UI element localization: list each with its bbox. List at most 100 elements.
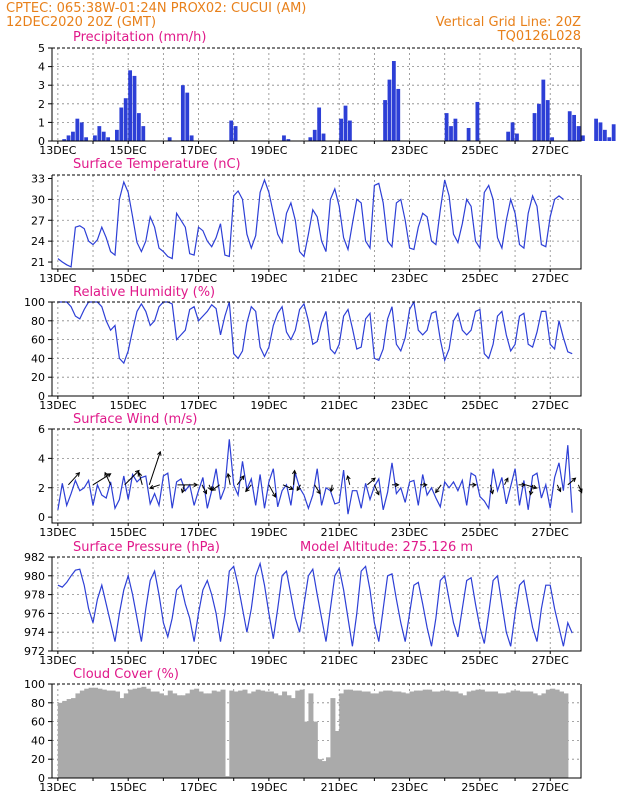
cloud-bar xyxy=(304,721,310,778)
precipitation-bar xyxy=(308,137,313,141)
precipitation-bar xyxy=(132,75,137,141)
wind-xtick-label: 13DEC xyxy=(39,526,76,539)
wind-xtick-label: 15DEC xyxy=(110,526,147,539)
cloud-bar xyxy=(163,695,169,778)
precipitation-ytick-label: 5 xyxy=(38,42,45,55)
cloud-bar xyxy=(545,689,551,778)
precipitation-bar xyxy=(185,92,190,141)
temperature-xtick-label: 27DEC xyxy=(532,272,569,285)
cloud-bar xyxy=(246,693,252,778)
precipitation-bar xyxy=(576,126,581,141)
wind-panel: 0 2 4 6 13DEC 15DEC 17DEC 19DEC 21DEC 23DEC 25DEC 2… xyxy=(38,423,583,539)
cloud-bar xyxy=(101,689,107,778)
humidity-ytick-label: 40 xyxy=(31,352,45,365)
precipitation-bar xyxy=(84,137,89,141)
humidity-xtick-label: 25DEC xyxy=(461,399,498,412)
precipitation-bar xyxy=(581,135,585,141)
cloud-ytick-label: 20 xyxy=(31,753,45,766)
pressure-ytick-label: 982 xyxy=(24,551,45,564)
cloud-bar xyxy=(383,690,389,778)
wind-vector-arrow xyxy=(314,484,321,495)
humidity-xtick-label: 17DEC xyxy=(180,399,217,412)
cloud-bar xyxy=(563,693,569,778)
cloud-bar xyxy=(497,693,503,778)
humidity-title: Relative Humidity (%) xyxy=(73,285,215,300)
pressure-xtick-label: 27DEC xyxy=(532,654,569,667)
precipitation-bar xyxy=(567,111,572,141)
cloud-bar xyxy=(343,689,349,778)
cloud-bar xyxy=(233,691,239,778)
cloud-bar xyxy=(79,690,85,778)
cloud-bar xyxy=(172,693,178,778)
wind-ytick-label: 2 xyxy=(38,482,45,495)
cloud-bar xyxy=(282,691,288,778)
wind-vector-arrow xyxy=(226,472,231,485)
cloud-bar xyxy=(57,702,63,778)
cloud-bar xyxy=(431,691,437,778)
precipitation-ytick-label: 2 xyxy=(38,98,45,111)
cloud-bar xyxy=(387,690,393,778)
precipitation-bar xyxy=(506,131,511,141)
cloud-bar xyxy=(268,691,274,778)
cloud-bar xyxy=(194,688,200,778)
wind-vector-arrow xyxy=(391,482,400,488)
wind-xtick-label: 27DEC xyxy=(532,526,569,539)
wind-ytick-label: 0 xyxy=(38,511,45,524)
pressure-ytick-label: 972 xyxy=(24,645,45,658)
precipitation-bar xyxy=(75,118,80,141)
wind-xtick-label: 23DEC xyxy=(391,526,428,539)
precipitation-bar xyxy=(537,103,541,141)
precipitation-ytick-label: 4 xyxy=(38,61,45,74)
pressure-ytick-label: 980 xyxy=(24,570,45,583)
cloud-title: Cloud Cover (%) xyxy=(73,667,179,682)
pressure-xtick-label: 17DEC xyxy=(180,654,217,667)
precipitation-bar xyxy=(475,101,480,141)
cloud-bar xyxy=(409,691,415,778)
cloud-bar xyxy=(326,757,332,778)
cloud-bar xyxy=(207,693,213,778)
cloud-bar xyxy=(141,686,147,778)
pressure-xtick-label: 23DEC xyxy=(391,654,428,667)
cloud-bar xyxy=(523,691,529,778)
precipitation-bar xyxy=(602,129,607,141)
cloud-bar xyxy=(273,693,279,778)
header-run-time: 12DEC2020 20Z (GMT) xyxy=(6,15,156,30)
precipitation-xtick-label: 25DEC xyxy=(461,144,498,157)
cloud-bar xyxy=(471,690,477,778)
temperature-frame xyxy=(51,175,582,270)
pressure-xtick-label: 13DEC xyxy=(39,654,76,667)
cloud-bar xyxy=(493,691,499,778)
precipitation-frame xyxy=(51,48,582,142)
precipitation-bar xyxy=(532,113,537,141)
cloud-bar xyxy=(391,691,397,778)
cloud-bar xyxy=(189,689,195,778)
cloud-ytick-label: 100 xyxy=(24,678,45,691)
temperature-ytick-label: 21 xyxy=(31,256,45,269)
precipitation-bar xyxy=(550,137,555,141)
wind-vector-arrow xyxy=(291,469,297,485)
model-altitude-label: Model Altitude: 275.126 m xyxy=(300,540,473,555)
cloud-bar xyxy=(405,693,411,778)
pressure-panel: 972 974 976 978 980 982 13DEC 15DEC 17DEC 19DEC 21… xyxy=(24,551,582,667)
cloud-bar xyxy=(554,689,560,778)
cloud-bar xyxy=(515,690,521,778)
precipitation-bar xyxy=(541,79,546,141)
wind-vector-arrow xyxy=(104,471,112,486)
humidity-ytick-label: 0 xyxy=(38,390,45,403)
cloud-bar xyxy=(365,691,371,778)
cloud-bar xyxy=(435,691,441,778)
precipitation-ytick-label: 1 xyxy=(38,116,45,129)
cloud-bar xyxy=(251,691,257,778)
cloud-bar xyxy=(528,691,534,778)
cloud-bar xyxy=(510,690,516,778)
cloud-bar xyxy=(550,688,556,778)
precipitation-bar xyxy=(391,61,396,141)
cloud-xtick-label: 15DEC xyxy=(110,781,147,794)
precipitation-bar xyxy=(383,100,387,141)
precipitation-bar xyxy=(136,113,141,141)
cloud-bar xyxy=(506,692,512,778)
wind-title: Surface Wind (m/s) xyxy=(73,412,197,427)
header-model: TQ0126L028 xyxy=(497,29,581,44)
precipitation-bar xyxy=(387,79,392,141)
precipitation-xtick-label: 21DEC xyxy=(321,144,358,157)
